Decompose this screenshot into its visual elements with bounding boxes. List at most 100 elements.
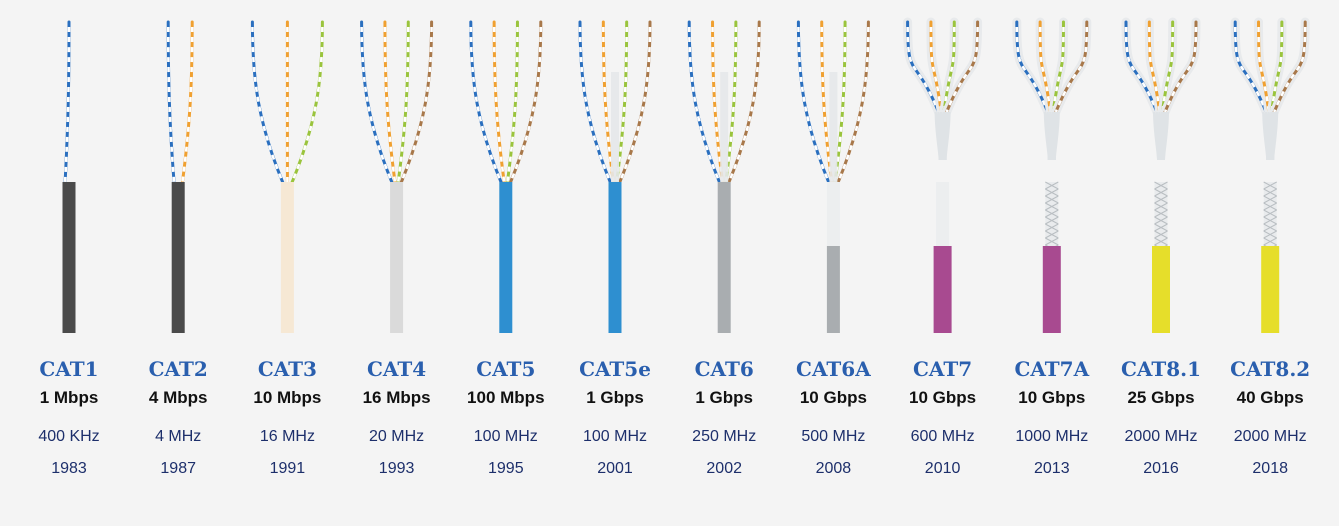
pair-bundle <box>1266 111 1279 161</box>
spline-separator <box>720 72 729 182</box>
cable-speed: 1 Gbps <box>586 388 644 407</box>
cable-jacket <box>1261 246 1280 333</box>
cable-year: 2016 <box>1143 460 1179 477</box>
braid-line <box>1154 209 1168 218</box>
cable-info-column: CAT8.2 40 Gbps 2000 MHz 2018 <box>1215 352 1325 479</box>
braid-line <box>1263 188 1277 197</box>
wire-white-stripe <box>1054 21 1089 113</box>
wire-white-stripe <box>1161 21 1174 113</box>
cable-cat5 <box>469 20 543 333</box>
cable-cat2 <box>166 20 194 333</box>
wire-white-stripe <box>1148 21 1161 113</box>
wire-white-stripe <box>942 21 956 113</box>
braid-line <box>1154 230 1168 239</box>
wire-white-stripe <box>615 21 628 185</box>
braid-line <box>1263 209 1277 218</box>
wire-white-stripe <box>1051 21 1065 113</box>
wire-green <box>396 20 410 186</box>
wire-white-stripe <box>945 21 979 113</box>
wire-white-stripe <box>492 21 506 185</box>
wire-orange <box>383 20 397 186</box>
pair-bundle <box>1157 111 1169 161</box>
wire-white-stripe <box>687 21 722 185</box>
cable-frequency: 4 MHz <box>155 428 202 445</box>
cable-name: CAT5 <box>476 357 536 381</box>
pair-bundle <box>1047 111 1060 161</box>
cable-name: CAT4 <box>367 357 427 381</box>
cable-frequency: 100 MHz <box>582 428 648 445</box>
wire-white-stripe <box>836 21 870 185</box>
cable-jacket <box>717 182 731 333</box>
wire-white-stripe <box>906 21 940 113</box>
cable-year: 2001 <box>597 460 633 477</box>
wire-white-stripe <box>63 21 71 185</box>
braid-line <box>1045 195 1059 204</box>
cable-frequency: 2000 MHz <box>1233 428 1307 445</box>
wire-orange <box>492 20 506 186</box>
cable-speed: 10 Gbps <box>909 388 977 407</box>
wire-white-stripe <box>166 21 176 185</box>
cable-cat1 <box>62 20 76 333</box>
cable-name: CAT6A <box>796 357 871 381</box>
wire-white-stripe <box>399 21 433 185</box>
cable-frequency: 400 KHz <box>38 428 100 445</box>
wire-white-stripe <box>505 21 519 185</box>
cable-info-column: CAT2 4 Mbps 4 MHz 1987 <box>123 352 233 479</box>
cable-speed: 10 Gbps <box>799 388 867 407</box>
wire-white-stripe <box>602 21 615 185</box>
braid-line <box>1045 209 1059 218</box>
cable-name: CAT2 <box>148 357 208 381</box>
cable-jacket <box>171 182 185 333</box>
cable-info-column: CAT6A 10 Gbps 500 MHz 2008 <box>778 352 888 479</box>
cable-year: 2002 <box>706 460 742 477</box>
cable-year: 1993 <box>378 460 415 477</box>
braid-line <box>1154 195 1168 204</box>
spline-separator <box>829 72 838 182</box>
cable-frequency: 1000 MHz <box>1015 428 1089 445</box>
cable-illustrations <box>62 17 1310 333</box>
wire-white-stripe <box>820 21 834 185</box>
braid-line <box>1263 216 1277 225</box>
braid-line <box>1263 181 1277 190</box>
cable-info-column: CAT4 16 Mbps 20 MHz 1993 <box>342 352 452 479</box>
cable-info-column: CAT7 10 Gbps 600 MHz 2010 <box>888 352 998 479</box>
cable-year: 2018 <box>1252 460 1288 477</box>
cable-year: 1983 <box>51 460 87 477</box>
wire-white-stripe <box>711 21 725 185</box>
cable-speed: 1 Mbps <box>39 388 99 407</box>
cable-cat4 <box>360 20 434 333</box>
wire-white-stripe <box>396 21 410 185</box>
wire-white-stripe <box>290 21 324 185</box>
cable-frequency: 100 MHz <box>473 428 538 445</box>
cable-year: 2008 <box>815 460 852 477</box>
wire-white-stripe <box>1233 21 1268 113</box>
wire-white-stripe <box>383 21 397 185</box>
cable-frequency: 2000 MHz <box>1124 428 1198 445</box>
cable-frequency: 16 MHz <box>259 428 315 445</box>
braid-line <box>1263 223 1277 232</box>
braid-line <box>1045 216 1059 225</box>
cable-foil <box>936 182 950 246</box>
braid-line <box>1154 223 1168 232</box>
spline-separator <box>611 72 619 182</box>
cable-info-column: CAT3 10 Mbps 16 MHz 1991 <box>232 352 342 479</box>
braid-line <box>1045 181 1059 190</box>
cable-year: 1991 <box>269 460 306 477</box>
wire-white-stripe <box>1270 21 1284 113</box>
braid-line <box>1154 202 1168 211</box>
cable-jacket <box>62 182 76 333</box>
braid-line <box>1263 202 1277 211</box>
braid-line <box>1045 202 1059 211</box>
cable-cat3 <box>250 20 324 333</box>
wire-white-stripe <box>833 21 847 185</box>
cable-frequency: 250 MHz <box>692 428 757 445</box>
braid-line <box>1154 216 1168 225</box>
cable-name: CAT1 <box>39 357 99 381</box>
wire-white-stripe <box>1015 21 1050 113</box>
wire-green <box>505 20 519 186</box>
cable-speed: 100 Mbps <box>467 388 545 407</box>
cable-name: CAT5e <box>579 357 651 381</box>
braid-line <box>1154 188 1168 197</box>
cable-name: CAT8.1 <box>1120 357 1202 381</box>
